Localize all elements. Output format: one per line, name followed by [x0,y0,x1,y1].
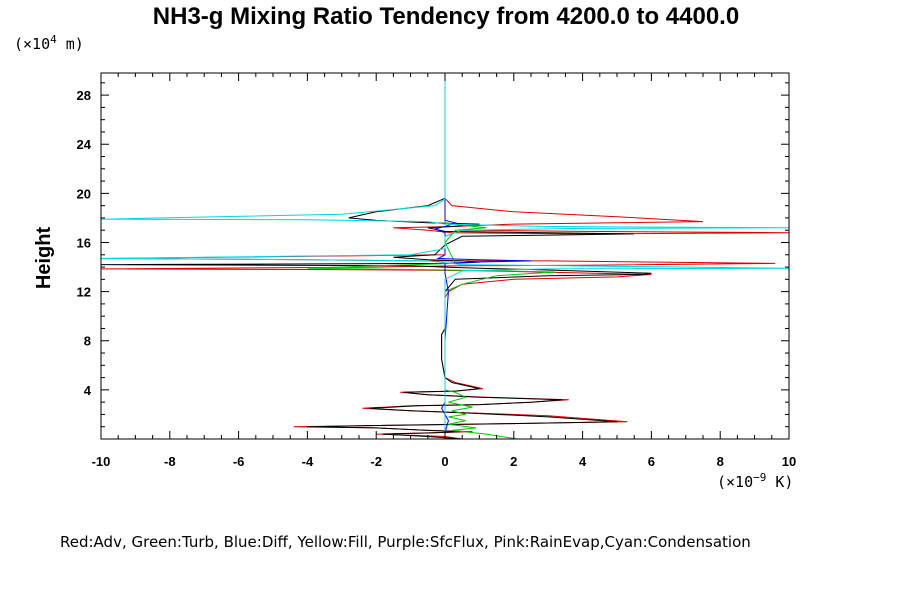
x-tick-label: 4 [579,454,587,469]
series-line-black [101,73,652,439]
x-tick-label: 0 [441,454,448,469]
legend-text: Red:Adv, Green:Turb, Blue:Diff, Yellow:F… [60,533,751,551]
x-tick-label: -8 [164,454,176,469]
series-line-cyan [101,73,789,439]
series-group [101,73,789,439]
y-tick-label: 12 [77,285,91,300]
x-tick-label: -6 [233,454,245,469]
y-tick-label: 16 [77,235,91,250]
x-tick-label: -2 [370,454,382,469]
y-tick-label: 24 [77,137,92,152]
y-unit-label: (×104 m) [14,33,84,53]
y-tick-label: 28 [77,88,91,103]
x-tick-label: -4 [302,454,314,469]
chart-title: NH3-g Mixing Ratio Tendency from 4200.0 … [153,3,739,30]
y-axis-label: Height [33,227,55,290]
x-tick-label: 8 [717,454,724,469]
x-tick-label: 6 [648,454,655,469]
x-tick-label: 10 [782,454,796,469]
y-tick-label: 4 [84,383,92,398]
x-tick-label: 2 [510,454,517,469]
x-unit-label: (×10−9 K) [717,471,793,491]
y-tick-label: 20 [77,186,91,201]
x-tick-label: -10 [92,454,111,469]
series-line-blue [432,73,532,439]
y-tick-label: 8 [84,334,91,349]
